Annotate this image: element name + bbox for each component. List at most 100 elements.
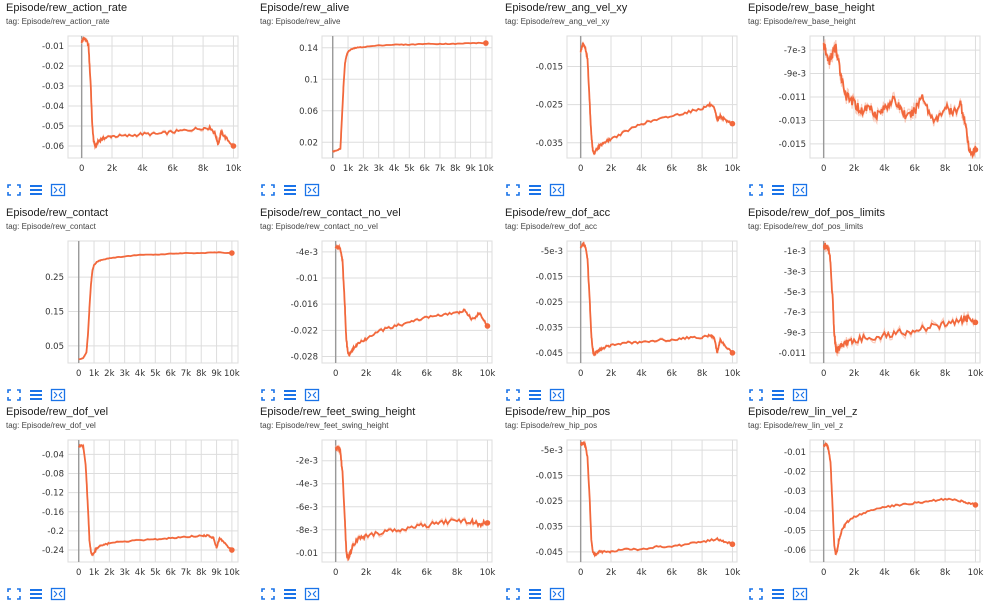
fullscreen-icon[interactable] (260, 388, 276, 402)
x-tick-label: 10k (725, 369, 741, 379)
fit-domain-icon[interactable] (304, 183, 320, 197)
data-table-icon[interactable] (527, 183, 543, 197)
chart-tag: tag: Episode/rew_action_rate (6, 17, 110, 26)
fit-domain-icon[interactable] (50, 183, 66, 197)
y-tick-label: 0.06 (299, 107, 318, 117)
y-tick-label: -9e-3 (784, 329, 806, 339)
fit-domain-icon[interactable] (792, 587, 808, 601)
plot-frame (67, 240, 239, 364)
data-table-icon[interactable] (282, 183, 298, 197)
fullscreen-icon[interactable] (505, 183, 521, 197)
fullscreen-icon[interactable] (6, 183, 22, 197)
data-table-icon[interactable] (527, 587, 543, 601)
chart-tag: tag: Episode/rew_dof_vel (6, 421, 96, 430)
chart-plot[interactable]: -4e-3 -0.01 -0.016 -0.022 -0.028 0 2k 4k 6k 8k 10k (260, 235, 503, 385)
y-tick-label: -0.05 (784, 527, 806, 537)
chart-plot[interactable]: -5e-3 -0.015 -0.025 -0.035 -0.045 0 2k 4k 6k 8k 10… (505, 434, 748, 584)
y-tick-label: -0.015 (536, 273, 563, 283)
x-tick-label: 0 (578, 164, 583, 174)
smoothed-series-line (334, 243, 489, 357)
fullscreen-icon[interactable] (748, 388, 764, 402)
chart-title: Episode/rew_ang_vel_xy (505, 2, 628, 14)
data-table-icon[interactable] (28, 183, 44, 197)
y-tick-label: -8e-3 (296, 526, 318, 536)
data-table-icon[interactable] (770, 587, 786, 601)
fit-domain-icon[interactable] (792, 388, 808, 402)
chart-title: Episode/rew_alive (260, 2, 350, 14)
y-tick-label: -0.015 (536, 472, 563, 482)
x-tick-label: 2k (361, 568, 371, 578)
data-table-icon[interactable] (282, 388, 298, 402)
chart-plot[interactable]: -0.015 -0.025 -0.035 0 2k 4k 6k 8k 10k (505, 30, 748, 180)
chart-tag: tag: Episode/rew_hip_pos (505, 421, 598, 430)
fullscreen-icon[interactable] (6, 587, 22, 601)
x-tick-label: 10k (478, 164, 494, 174)
fit-domain-icon[interactable] (792, 183, 808, 197)
y-tick-label: 0.14 (299, 44, 318, 54)
chart-plot[interactable]: 0.25 0.15 0.05 0 1k 2k 3k 4k 5k 6k 7k 8k 9k 10k (6, 235, 249, 385)
plot-frame (809, 439, 981, 563)
data-table-icon[interactable] (770, 183, 786, 197)
x-tick-label: 7k (181, 568, 191, 578)
fit-domain-icon[interactable] (304, 388, 320, 402)
x-tick-label: 4k (389, 164, 399, 174)
fit-domain-icon[interactable] (50, 388, 66, 402)
chart-plot[interactable]: 0.14 0.1 0.06 0.02 0 1k 2k 3k 4k 5k 6k 7k 8k 9k 10k (260, 30, 503, 180)
fit-domain-icon[interactable] (549, 388, 565, 402)
x-tick-label: 3k (119, 568, 129, 578)
x-tick-label: 10k (224, 369, 240, 379)
x-tick-label: 6k (667, 568, 677, 578)
smoothed-series-line (822, 442, 976, 556)
y-tick-label: -4e-3 (296, 248, 318, 258)
data-table-icon[interactable] (28, 388, 44, 402)
x-tick-label: 2k (107, 164, 117, 174)
y-tick-label: -0.011 (779, 349, 806, 359)
data-table-icon[interactable] (28, 587, 44, 601)
chart-title: Episode/rew_dof_acc (505, 207, 611, 219)
fullscreen-icon[interactable] (505, 388, 521, 402)
chart-plot[interactable]: -2e-3 -4e-3 -6e-3 -8e-3 -0.01 0 2k 4k 6k 8k 10k (260, 434, 503, 584)
fit-domain-icon[interactable] (549, 587, 565, 601)
chart-card: Episode/rew_base_height tag: Episode/rew_… (748, 2, 991, 202)
x-tick-label: 7k (181, 369, 191, 379)
fullscreen-icon[interactable] (748, 587, 764, 601)
fit-domain-icon[interactable] (304, 587, 320, 601)
plot-frame (809, 240, 981, 364)
chart-tag: tag: Episode/rew_ang_vel_xy (505, 17, 610, 26)
chart-plot[interactable]: -0.01 -0.02 -0.03 -0.04 -0.05 -0.06 0 2k 4k 6k 8k 1… (6, 30, 249, 180)
x-tick-label: 10k (226, 164, 242, 174)
y-tick-label: -0.011 (779, 93, 806, 103)
data-table-icon[interactable] (527, 388, 543, 402)
x-tick-label: 10k (725, 568, 741, 578)
fit-domain-icon[interactable] (549, 183, 565, 197)
y-tick-label: -0.025 (536, 497, 563, 507)
fullscreen-icon[interactable] (6, 388, 22, 402)
fit-domain-icon[interactable] (50, 587, 66, 601)
fullscreen-icon[interactable] (260, 183, 276, 197)
x-tick-label: 0 (821, 369, 826, 379)
chart-plot[interactable]: -0.01 -0.02 -0.03 -0.04 -0.05 -0.06 0 2k 4k 6k 8k 1… (748, 434, 991, 584)
x-tick-label: 4k (636, 568, 646, 578)
chart-tag: tag: Episode/rew_dof_acc (505, 222, 598, 231)
chart-plot[interactable]: -7e-3 -9e-3 -0.011 -0.013 -0.015 0 2k 4k 6k 8k 10k (748, 30, 991, 180)
chart-card: Episode/rew_lin_vel_z tag: Episode/rew_li… (748, 406, 991, 606)
y-tick-label: 0.02 (299, 138, 318, 148)
data-table-icon[interactable] (282, 587, 298, 601)
fullscreen-icon[interactable] (260, 587, 276, 601)
smoothed-series-line (334, 445, 489, 562)
y-tick-label: -0.24 (42, 546, 64, 556)
y-tick-label: -0.022 (291, 326, 318, 336)
x-tick-label: 6k (422, 369, 432, 379)
x-tick-label: 9k (211, 568, 221, 578)
fullscreen-icon[interactable] (505, 587, 521, 601)
y-tick-label: -5e-3 (541, 446, 563, 456)
x-tick-label: 6k (910, 164, 920, 174)
chart-plot[interactable]: -5e-3 -0.015 -0.025 -0.035 -0.045 0 2k 4k 6k 8k 10… (505, 235, 748, 385)
y-tick-label: -0.04 (784, 507, 806, 517)
data-table-icon[interactable] (770, 388, 786, 402)
series-end-point (729, 120, 736, 127)
y-tick-label: -0.03 (42, 82, 64, 92)
chart-plot[interactable]: -1e-3 -3e-3 -5e-3 -7e-3 -9e-3 -0.011 0 2k 4k 6k 8k… (748, 235, 991, 385)
fullscreen-icon[interactable] (748, 183, 764, 197)
chart-plot[interactable]: -0.04 -0.08 -0.12 -0.16 -0.2 -0.24 0 1k 2k 3k 4k 5k… (6, 434, 249, 584)
